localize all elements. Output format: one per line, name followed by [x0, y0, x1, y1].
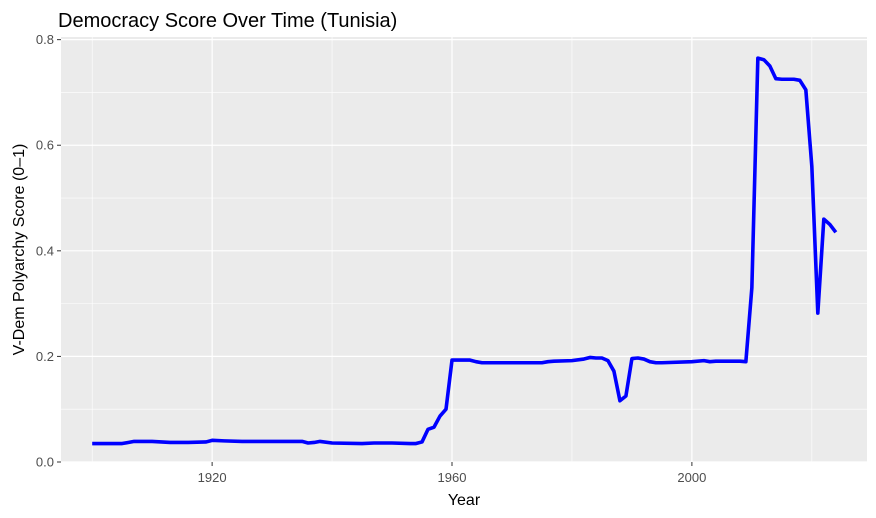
series-layer	[92, 56, 838, 446]
y-tick-label: 0.6	[36, 138, 54, 153]
x-tick-label: 1960	[438, 470, 467, 485]
y-tick-label: 0.8	[36, 32, 54, 47]
y-tick-label: 0.4	[36, 243, 54, 258]
axis-ticks	[57, 39, 693, 466]
minor-gridlines	[61, 37, 867, 462]
x-tick-label: 1920	[198, 470, 227, 485]
plot-panel	[61, 37, 867, 462]
y-axis-tick-labels: 0.0 0.2 0.4 0.6 0.8	[36, 32, 54, 469]
series-line	[92, 56, 838, 446]
major-gridlines	[61, 37, 867, 463]
y-tick-label: 0.2	[36, 349, 54, 364]
chart-title: Democracy Score Over Time (Tunisia)	[58, 10, 397, 32]
y-axis-title: V-Dem Polyarchy Score (0–1)	[11, 144, 28, 356]
x-tick-label: 2000	[677, 470, 706, 485]
x-axis-tick-labels: 1920 1960 2000	[198, 470, 707, 485]
y-tick-label: 0.0	[36, 455, 54, 470]
x-axis-title: Year	[448, 492, 481, 509]
